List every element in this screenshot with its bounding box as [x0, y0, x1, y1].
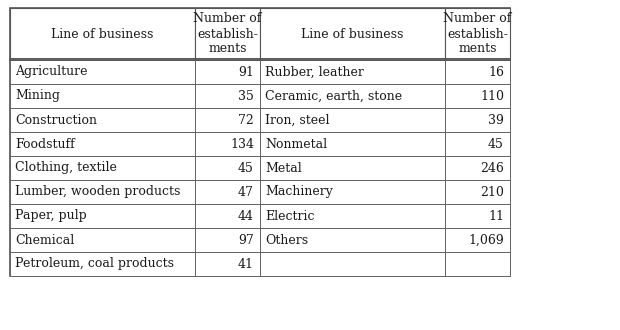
Bar — [260, 180, 445, 204]
Bar — [260, 8, 445, 60]
Text: Line of business: Line of business — [301, 27, 404, 41]
Text: 72: 72 — [238, 114, 254, 126]
Bar — [195, 60, 260, 84]
Text: Chemical: Chemical — [15, 234, 74, 247]
Bar — [260, 204, 445, 228]
Bar — [10, 132, 195, 156]
Bar — [260, 156, 445, 180]
Bar — [10, 108, 195, 132]
Bar — [445, 252, 510, 276]
Bar — [195, 252, 260, 276]
Text: Paper, pulp: Paper, pulp — [15, 210, 87, 222]
Text: Iron, steel: Iron, steel — [265, 114, 329, 126]
Text: Number of
establish-
ments: Number of establish- ments — [193, 13, 262, 55]
Bar — [195, 84, 260, 108]
Text: Petroleum, coal products: Petroleum, coal products — [15, 257, 174, 271]
Bar — [10, 252, 195, 276]
Text: 110: 110 — [480, 89, 504, 103]
Text: 44: 44 — [238, 210, 254, 222]
Text: Electric: Electric — [265, 210, 314, 222]
Text: Agriculture: Agriculture — [15, 65, 87, 79]
Text: Mining: Mining — [15, 89, 60, 103]
Text: 45: 45 — [488, 138, 504, 150]
Bar — [195, 228, 260, 252]
Text: Clothing, textile: Clothing, textile — [15, 161, 117, 175]
Bar — [260, 60, 445, 84]
Bar — [260, 84, 445, 108]
Text: 41: 41 — [238, 257, 254, 271]
Bar — [260, 132, 445, 156]
Text: 45: 45 — [238, 161, 254, 175]
Bar — [10, 8, 195, 60]
Text: 47: 47 — [238, 185, 254, 199]
Bar — [260, 228, 445, 252]
Text: Rubber, leather: Rubber, leather — [265, 65, 364, 79]
Text: 35: 35 — [238, 89, 254, 103]
Text: 39: 39 — [488, 114, 504, 126]
Bar — [445, 204, 510, 228]
Bar — [10, 228, 195, 252]
Text: Line of business: Line of business — [51, 27, 154, 41]
Text: Number of
establish-
ments: Number of establish- ments — [443, 13, 511, 55]
Bar — [445, 156, 510, 180]
Text: Metal: Metal — [265, 161, 302, 175]
Bar — [195, 204, 260, 228]
Text: 210: 210 — [480, 185, 504, 199]
Text: 97: 97 — [238, 234, 254, 247]
Bar — [195, 180, 260, 204]
Text: Ceramic, earth, stone: Ceramic, earth, stone — [265, 89, 402, 103]
Text: Construction: Construction — [15, 114, 97, 126]
Bar — [445, 228, 510, 252]
Text: 11: 11 — [488, 210, 504, 222]
Bar — [445, 108, 510, 132]
Text: Nonmetal: Nonmetal — [265, 138, 327, 150]
Bar — [10, 204, 195, 228]
Bar — [260, 252, 445, 276]
Text: 134: 134 — [230, 138, 254, 150]
Bar — [10, 84, 195, 108]
Text: Foodstuff: Foodstuff — [15, 138, 75, 150]
Bar — [260, 108, 445, 132]
Bar — [445, 8, 510, 60]
Text: Machinery: Machinery — [265, 185, 333, 199]
Bar — [10, 156, 195, 180]
Text: Lumber, wooden products: Lumber, wooden products — [15, 185, 180, 199]
Text: 16: 16 — [488, 65, 504, 79]
Bar — [10, 180, 195, 204]
Bar — [195, 132, 260, 156]
Bar — [195, 108, 260, 132]
Text: Others: Others — [265, 234, 308, 247]
Text: 1,069: 1,069 — [468, 234, 504, 247]
Bar — [445, 60, 510, 84]
Bar — [445, 84, 510, 108]
Text: 246: 246 — [480, 161, 504, 175]
Bar — [195, 8, 260, 60]
Bar — [445, 132, 510, 156]
Text: 91: 91 — [238, 65, 254, 79]
Bar — [445, 180, 510, 204]
Bar — [10, 8, 510, 276]
Bar — [195, 156, 260, 180]
Bar — [10, 60, 195, 84]
